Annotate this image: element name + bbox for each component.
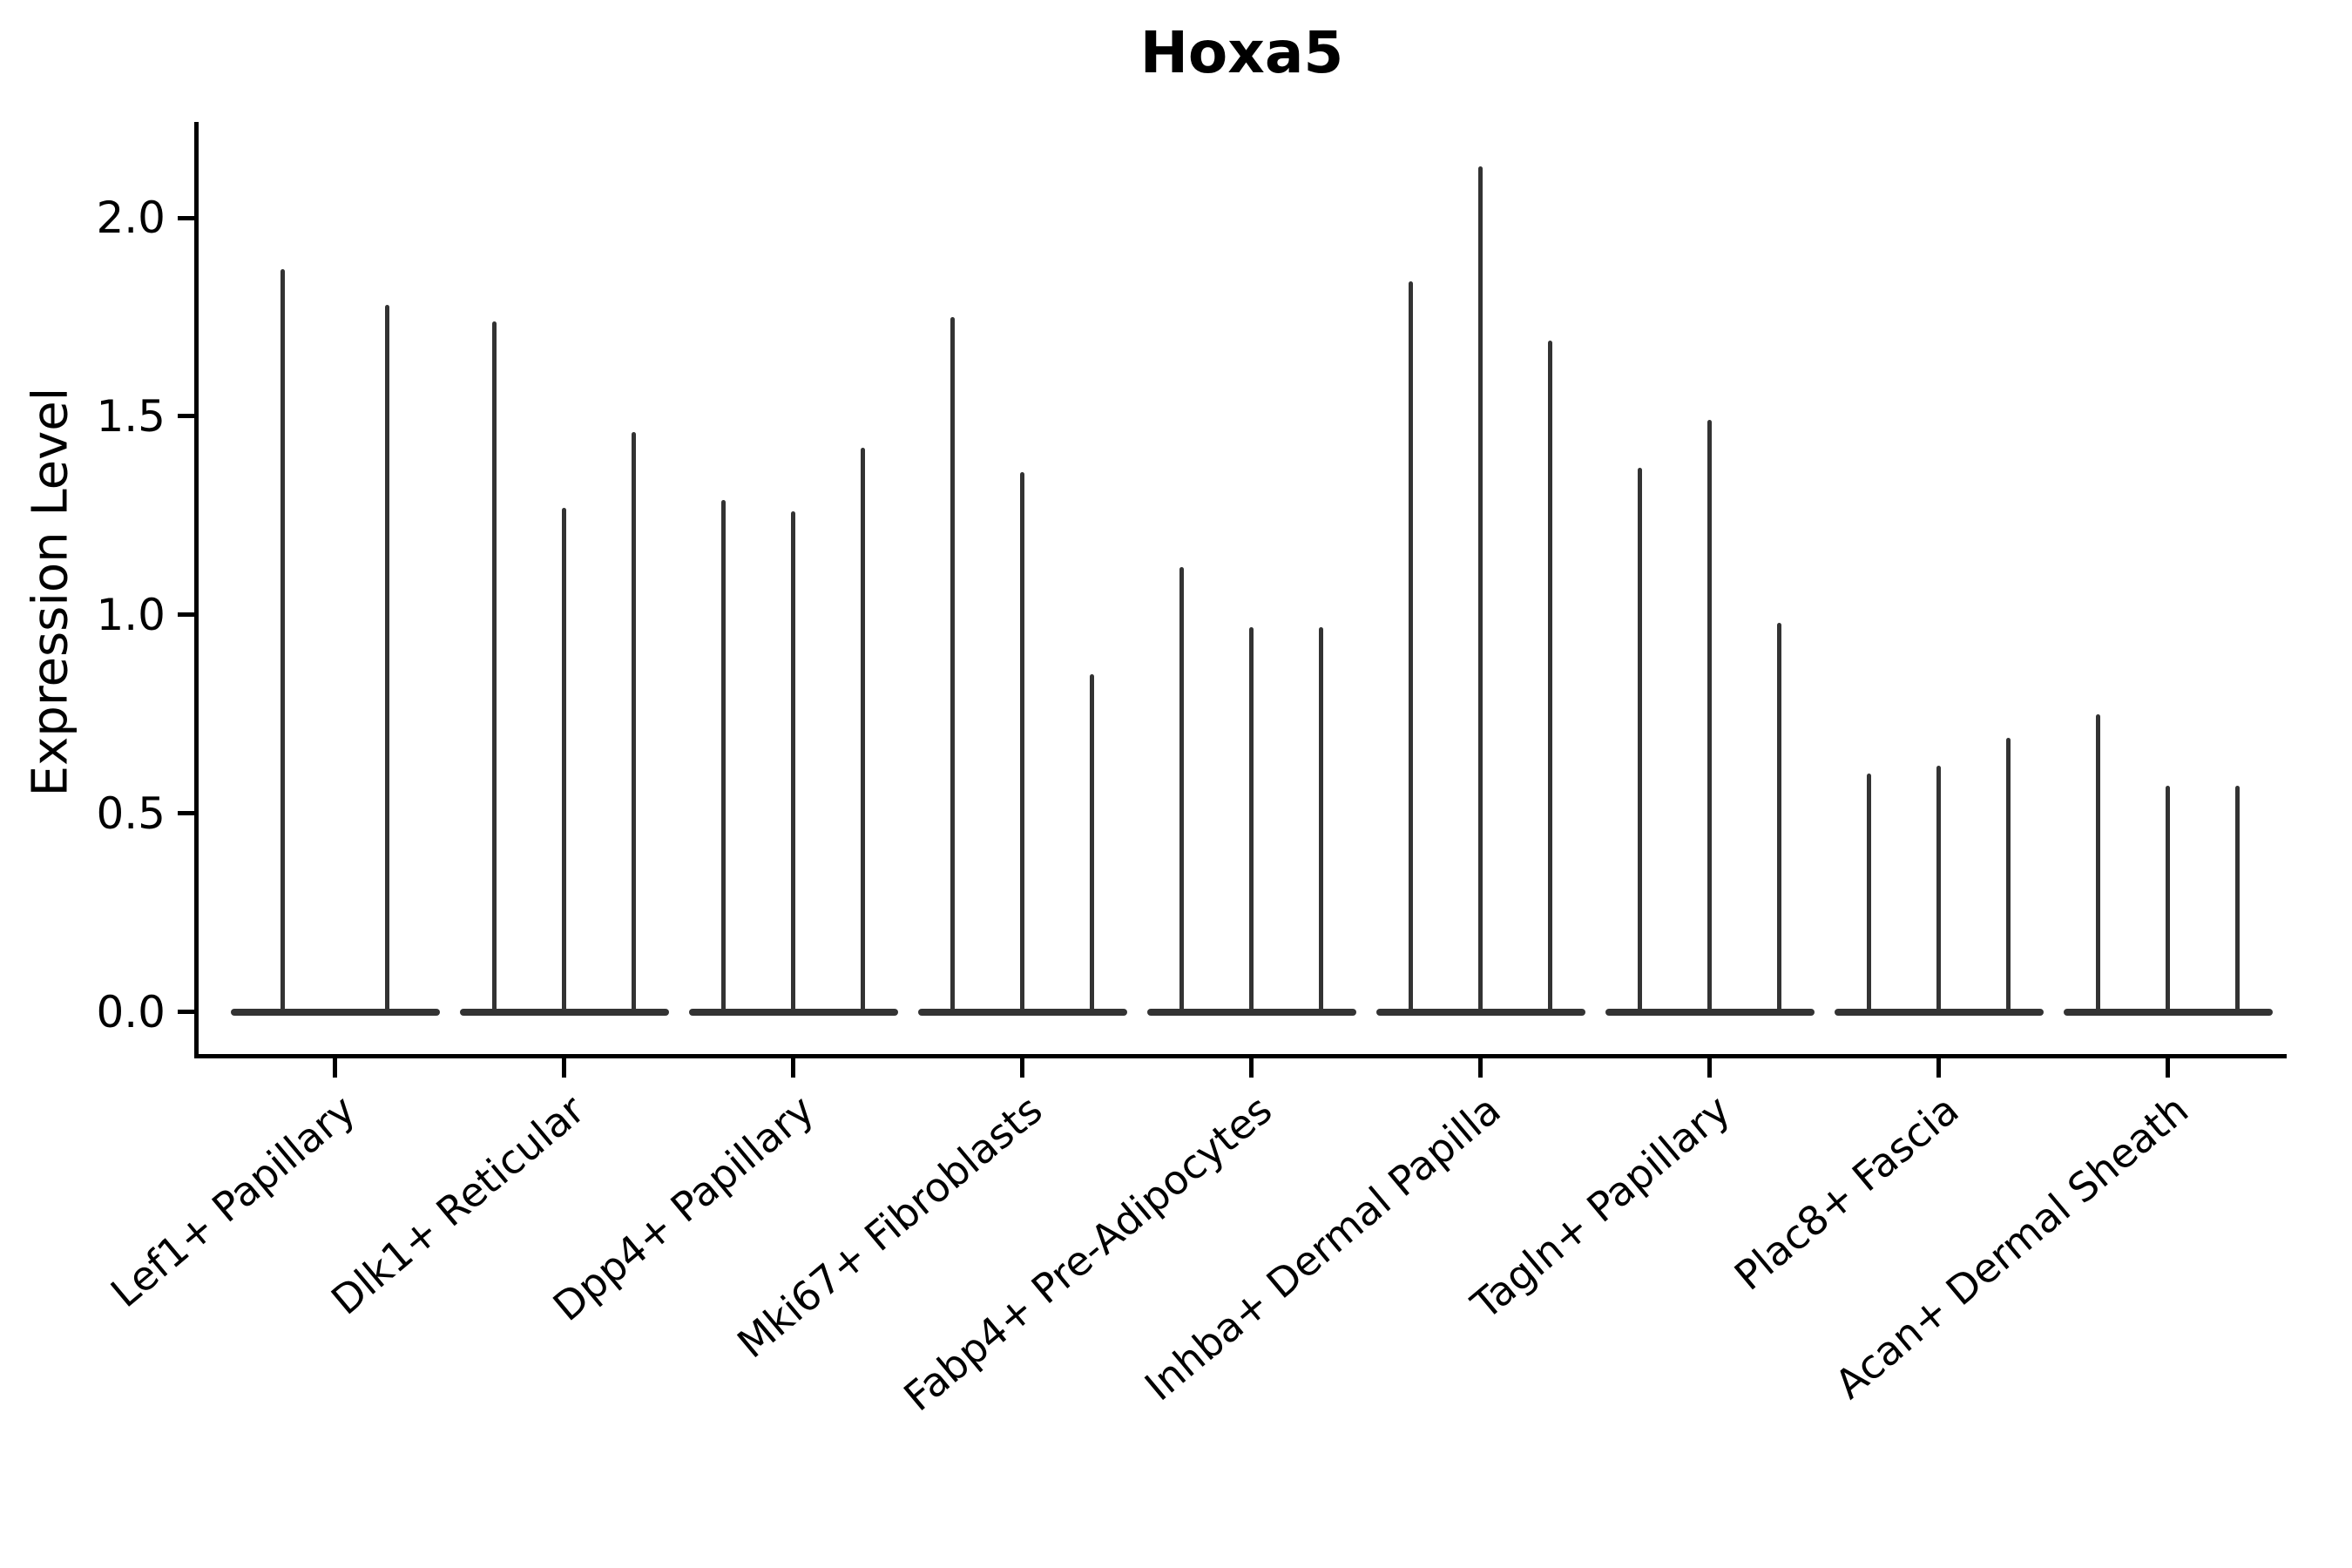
violin-spike: [1548, 341, 1552, 1016]
violin-spike: [1638, 468, 1642, 1016]
violin-spike: [1179, 567, 1184, 1016]
violin-spike: [2166, 785, 2170, 1016]
violin-base: [230, 1008, 440, 1016]
y-axis-spine: [194, 122, 199, 1058]
y-tick-mark: [178, 1010, 195, 1015]
x-tick-mark: [1249, 1058, 1254, 1078]
x-tick-mark: [791, 1058, 795, 1078]
violin-spike: [1707, 420, 1712, 1016]
violin-spike: [2096, 713, 2100, 1016]
y-tick-mark: [178, 811, 195, 816]
violin-spike: [1319, 626, 1323, 1016]
violin-spike: [1090, 674, 1094, 1016]
violin-spike: [562, 507, 566, 1016]
y-tick-mark: [178, 612, 195, 618]
y-tick-mark: [178, 414, 195, 419]
x-tick-mark: [2166, 1058, 2170, 1078]
violin-spike: [1936, 766, 1941, 1016]
x-tick-label: Fabp4+ Pre-Adipocytes: [895, 1085, 1281, 1421]
violin-spike: [1020, 471, 1024, 1016]
y-tick-mark: [178, 215, 195, 220]
x-tick-mark: [1707, 1058, 1712, 1078]
x-tick-mark: [562, 1058, 566, 1078]
violin-spike: [385, 305, 389, 1016]
violin-spike: [1867, 774, 1871, 1016]
y-tick-label: 1.0: [96, 589, 166, 640]
violin-spike: [632, 432, 636, 1016]
x-tick-mark: [1478, 1058, 1483, 1078]
violin-spike: [492, 321, 497, 1016]
y-tick-label: 0.0: [96, 986, 166, 1037]
violin-spike: [2006, 738, 2011, 1016]
violin-spike: [1478, 166, 1483, 1016]
violin-spike: [861, 448, 865, 1016]
x-tick-mark: [333, 1058, 337, 1078]
x-tick-label: Plac8+ Fascia: [1726, 1085, 1968, 1300]
violin-spike: [1777, 622, 1781, 1016]
x-axis-spine: [194, 1054, 2287, 1058]
violin-spike: [721, 499, 726, 1016]
x-tick-mark: [1020, 1058, 1024, 1078]
violin-spike: [2235, 785, 2240, 1016]
violin-spike: [950, 316, 955, 1016]
violin-spike: [1249, 626, 1254, 1016]
x-tick-mark: [1936, 1058, 1941, 1078]
y-tick-label: 1.5: [96, 390, 166, 442]
y-tick-label: 0.5: [96, 787, 166, 839]
x-tick-label: Lef1+ Papillary: [102, 1085, 364, 1317]
violin-spike: [280, 269, 285, 1016]
violin-spike: [1409, 280, 1413, 1016]
y-tick-label: 2.0: [96, 193, 166, 243]
violin-spike: [791, 511, 795, 1016]
chart-title: Hoxa5: [1139, 19, 1344, 86]
